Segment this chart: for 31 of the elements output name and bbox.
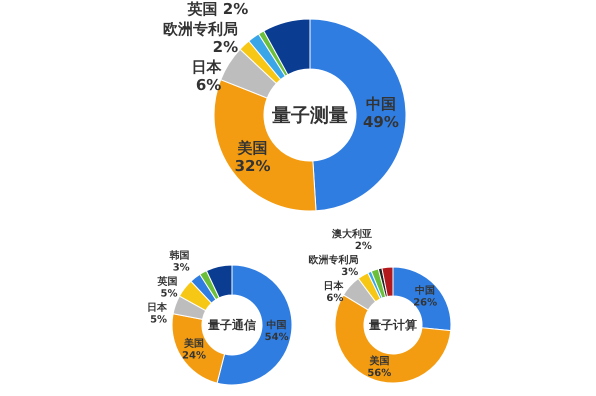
slice-label: 中国 xyxy=(266,319,287,332)
data-label: 49% xyxy=(363,113,399,132)
slice-label: 日本 xyxy=(323,280,344,292)
slice-label: 欧洲专利局 xyxy=(163,20,238,38)
data-label: 6% xyxy=(326,292,344,304)
slice-label: 日本 xyxy=(191,58,222,76)
data-label: 24% xyxy=(182,350,206,362)
data-label: 2% xyxy=(212,38,238,56)
slice-label: 美国 xyxy=(368,354,390,367)
text: 量子计算 xyxy=(368,318,417,332)
slice-label: 英国 xyxy=(156,276,178,288)
slice-label: 澳大利亚 xyxy=(330,228,372,240)
slice-label: 欧洲专利局 xyxy=(308,254,358,266)
slice-label: 中国 xyxy=(366,95,396,114)
slice-label: 英国 2% xyxy=(186,0,248,18)
data-label: 56% xyxy=(367,368,392,379)
data-label: 5% xyxy=(160,288,178,300)
data-label: 3% xyxy=(341,266,358,278)
data-label: 26% xyxy=(413,297,438,308)
text: 量子通信 xyxy=(207,318,256,332)
slice-label: 日本 xyxy=(147,302,168,314)
data-label: 5% xyxy=(150,314,168,326)
data-label: 3% xyxy=(172,262,190,274)
slice-label: 美国 xyxy=(236,138,268,157)
data-label: 32% xyxy=(234,156,271,175)
data-label: 2% xyxy=(354,240,372,252)
slice-label: 韩国 xyxy=(168,250,190,262)
slice-label: 中国 xyxy=(415,284,436,296)
slice-label: 美国 xyxy=(183,338,204,350)
data-label: 54% xyxy=(264,332,289,344)
text: 量子测量 xyxy=(271,104,348,127)
